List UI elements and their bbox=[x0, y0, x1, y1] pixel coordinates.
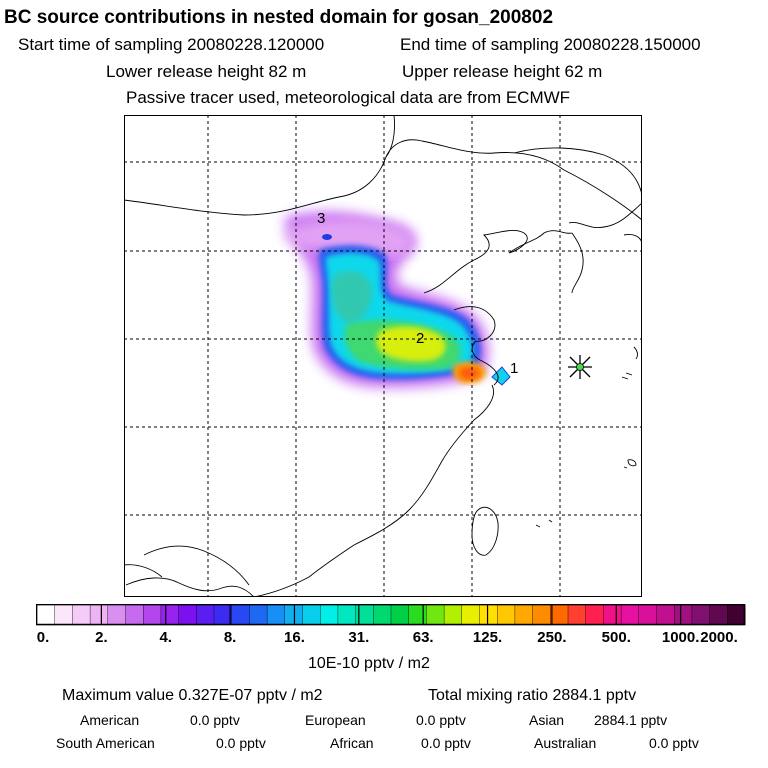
colorbar-tick-label: 4. bbox=[159, 629, 172, 646]
colorbar-cell bbox=[284, 604, 304, 626]
colorbar-tick-label: 1000. bbox=[661, 629, 700, 646]
colorbar-cell bbox=[89, 604, 109, 626]
colorbar-cell bbox=[54, 604, 73, 626]
colorbar-tick-label: 2000. bbox=[700, 629, 738, 646]
colorbar-cell bbox=[36, 604, 56, 626]
colorbar-cell bbox=[302, 604, 321, 626]
colorbar-cell bbox=[567, 604, 587, 626]
region-name-american: American bbox=[80, 712, 140, 728]
region-value-american: 0.0 pptv bbox=[190, 712, 240, 728]
region-value-south-american: 0.0 pptv bbox=[216, 735, 266, 751]
region-name-australian: Australian bbox=[534, 735, 597, 751]
colorbar-cell bbox=[603, 604, 622, 626]
colorbar-cell bbox=[373, 604, 392, 626]
colorbar-cell bbox=[160, 604, 180, 626]
colorbar-cell bbox=[249, 604, 268, 626]
region-value-australian: 0.0 pptv bbox=[649, 735, 699, 751]
map-label-2: 2 bbox=[416, 330, 424, 347]
end-time: End time of sampling 20080228.150000 bbox=[400, 35, 701, 54]
plume-field bbox=[282, 211, 511, 388]
colorbar-cell bbox=[443, 604, 463, 626]
maximum-value: Maximum value 0.327E-07 pptv / m2 bbox=[62, 687, 323, 704]
start-time: Start time of sampling 20080228.120000 bbox=[18, 35, 325, 54]
colorbar-cell bbox=[107, 604, 127, 626]
colorbar-tick-label: 500. bbox=[601, 629, 631, 646]
upper-release-height: Upper release height 62 m bbox=[402, 62, 603, 81]
colorbar-cell bbox=[550, 604, 569, 626]
colorbar-cell bbox=[231, 604, 250, 626]
colorbar-cells bbox=[36, 604, 746, 626]
colorbar-cell bbox=[213, 604, 233, 626]
colorbar-cell bbox=[125, 604, 144, 626]
colorbar-cell bbox=[142, 604, 162, 626]
graticule bbox=[124, 115, 642, 597]
colorbar-cell bbox=[585, 604, 604, 626]
colorbar-cell bbox=[266, 604, 286, 626]
colorbar-tick-label: 0. bbox=[36, 629, 50, 646]
colorbar-cell bbox=[620, 604, 640, 626]
colorbar-units: 10E-10 pptv / m2 bbox=[308, 655, 430, 672]
colorbar-cell bbox=[408, 604, 427, 626]
colorbar-cell bbox=[656, 604, 675, 626]
colorbar-cell bbox=[638, 604, 657, 626]
map-panel: 1 2 3 bbox=[124, 115, 642, 597]
colorbar-cell bbox=[390, 604, 410, 626]
colorbar-cell bbox=[532, 604, 551, 626]
region-value-asian: 2884.1 pptv bbox=[594, 712, 668, 728]
region-name-asian: Asian bbox=[529, 712, 565, 728]
colorbar-tick-label: 2. bbox=[95, 629, 108, 646]
receptor-star-icon bbox=[568, 355, 592, 379]
colorbar-tick-label: 16. bbox=[284, 629, 305, 646]
region-value-european: 0.0 pptv bbox=[416, 712, 466, 728]
colorbar-cell bbox=[426, 604, 445, 626]
colorbar-cell bbox=[178, 604, 197, 626]
colorbar-tick-label: 63. bbox=[412, 629, 434, 646]
colorbar-cell bbox=[691, 604, 711, 626]
colorbar-tick-label: 31. bbox=[348, 629, 370, 646]
colorbar-cell bbox=[196, 604, 215, 626]
map-title: BC source contributions in nested domain… bbox=[4, 7, 554, 28]
region-name-south-american: South American bbox=[56, 735, 155, 751]
total-mixing-ratio: Total mixing ratio 2884.1 pptv bbox=[428, 687, 637, 704]
colorbar-cell bbox=[497, 604, 516, 626]
map-frame bbox=[124, 115, 642, 597]
colorbar-cell bbox=[479, 604, 498, 626]
tracer-note: Passive tracer used, meteorological data… bbox=[126, 88, 571, 107]
colorbar-tick-label: 125. bbox=[472, 629, 503, 646]
colorbar-cell bbox=[337, 604, 357, 626]
colorbar-cell bbox=[727, 604, 746, 626]
lower-release-height: Lower release height 82 m bbox=[106, 62, 307, 81]
colorbar bbox=[36, 604, 746, 626]
colorbar-tick-label: 250. bbox=[537, 629, 567, 646]
region-name-african: African bbox=[330, 735, 374, 751]
colorbar-cell bbox=[320, 604, 339, 626]
colorbar-major-dividers bbox=[100, 605, 682, 625]
colorbar-cell bbox=[72, 604, 91, 626]
map-label-1: 1 bbox=[510, 360, 518, 377]
region-value-african: 0.0 pptv bbox=[421, 735, 471, 751]
colorbar-cell bbox=[514, 604, 534, 626]
colorbar-cell bbox=[674, 604, 693, 626]
map-label-3: 3 bbox=[317, 210, 325, 227]
region-name-european: European bbox=[305, 712, 366, 728]
colorbar-tick-label: 8. bbox=[223, 629, 237, 646]
colorbar-cell bbox=[461, 604, 480, 626]
colorbar-cell bbox=[709, 604, 728, 626]
